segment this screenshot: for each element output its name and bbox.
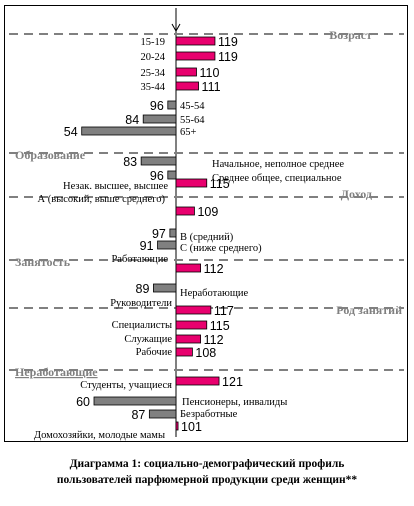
category-label: Безработные [180,409,238,420]
bar-4-3 [175,347,193,357]
category-label: Домохозяйки, молодые мамы [34,430,165,441]
bar-1-1 [167,170,177,180]
bar-3-0 [175,263,202,273]
bar-0-1 [175,51,216,61]
data-label: 96 [150,99,164,113]
chart-frame [4,5,408,442]
bar-5-2 [148,409,177,419]
bar-5-0 [175,376,220,386]
category-label: 25-34 [141,68,166,79]
data-label: 101 [181,420,202,434]
bar-0-4 [167,100,177,110]
bar-1-2 [175,178,208,188]
profile-chart: Возраст 119 15-19 119 20-24 110 25-34 111 35-44 9… [9,8,404,441]
bar-1-0 [140,156,177,166]
data-label: 83 [123,155,137,169]
bar-2-1 [169,228,177,238]
category-label: Неработающие [180,288,249,299]
data-label: 121 [222,375,243,389]
section-title: Образование [15,148,86,162]
section-title: Занятость [15,255,71,269]
bar-0-5 [142,114,177,124]
data-label: 87 [131,408,145,422]
bar-5-3 [175,421,179,431]
data-label: 96 [150,169,164,183]
data-label: 109 [197,205,218,219]
data-label: 60 [76,395,90,409]
category-label: Пенсионеры, инвалиды [182,397,287,408]
data-label: 108 [195,346,216,360]
chart-caption: Диаграмма 1: социально-демографический п… [0,456,414,488]
category-label: Студенты, учащиеся [80,380,172,391]
bar-0-6 [81,126,177,136]
data-label: 115 [210,177,230,191]
bar-4-0 [175,305,212,315]
bar-2-0 [175,206,195,216]
category-label: Начальное, неполное среднее [212,159,344,170]
category-label: 65+ [180,127,197,138]
category-label: 20-24 [141,52,166,63]
caption-line-2: пользователей парфюмерной продукции сред… [56,474,358,486]
category-label: Специалисты [112,320,172,331]
category-label: Служащие [124,334,172,345]
bar-2-2 [157,240,177,250]
data-label: 111 [202,80,221,94]
category-label: Незак. высшее, высшее [63,181,168,192]
data-label: 84 [125,113,139,127]
data-label: 89 [136,282,150,296]
caption-line-1: Диаграмма 1: социально-демографический п… [69,458,345,470]
category-label: Руководители [110,298,172,309]
data-label: 54 [64,125,78,139]
data-label: 117 [214,304,234,318]
data-label: 115 [210,319,230,333]
data-label: 97 [152,227,166,241]
bar-0-3 [175,81,199,91]
category-label: С (ниже среднего) [180,243,262,254]
data-label: 112 [204,333,224,347]
section-title: Неработающие [15,365,98,379]
section-title: Род занятий [336,303,402,317]
section-title: Доход [341,187,372,201]
bar-0-0 [175,36,216,46]
category-label: 35-44 [141,82,166,93]
category-label: 45-54 [180,101,205,112]
bar-0-2 [175,67,197,77]
bar-4-1 [175,320,208,330]
bar-3-1 [153,283,177,293]
category-label: Рабочие [136,347,173,358]
category-label: В (средний) [180,232,234,243]
data-label: 119 [218,50,238,64]
data-label: 119 [218,35,238,49]
data-label: 110 [200,66,220,80]
section-title: Возраст [329,28,372,42]
bar-5-1 [93,396,177,406]
category-label: Среднее общее, специальное [212,173,342,184]
data-label: 91 [140,239,154,253]
category-label: А (высокий, выше среднего) [38,194,166,205]
data-label: 112 [204,262,224,276]
axis-arrow-icon [171,23,181,33]
category-label: Работающие [111,254,168,265]
bar-4-2 [175,334,202,344]
category-label: 15-19 [141,37,166,48]
category-label: 55-64 [180,115,205,126]
